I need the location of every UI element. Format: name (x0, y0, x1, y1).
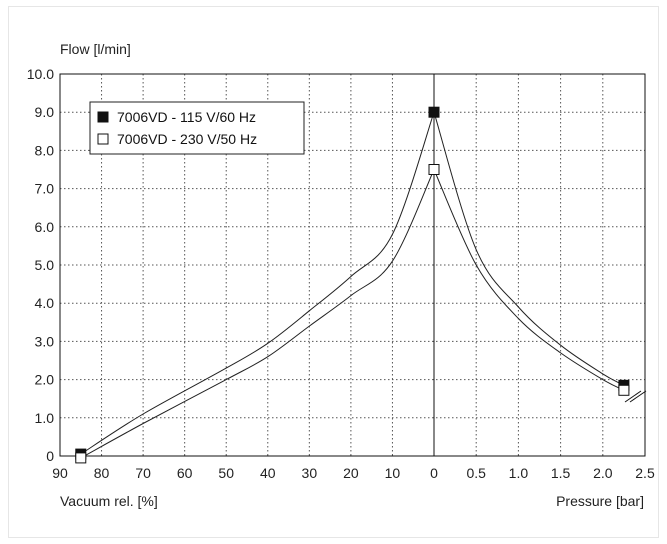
series-1-marker (75, 452, 87, 464)
x-tick-label-pressure: 2.5 (635, 465, 655, 481)
legend-entry-115v: 7006VD - 115 V/60 Hz (117, 109, 256, 125)
series-1-vacuum-line (80, 169, 435, 459)
x-tick-label-vacuum: 40 (260, 465, 276, 481)
curves (80, 112, 625, 459)
y-tick-label: 0 (46, 448, 54, 464)
legend-marker-filled-square (97, 111, 109, 123)
x-tick-label-vacuum: 90 (52, 465, 68, 481)
x-tick-label-vacuum: 80 (94, 465, 110, 481)
x-tick-label-vacuum: 10 (385, 465, 401, 481)
x-tick-label-vacuum: 0 (430, 465, 438, 481)
legend: 7006VD - 115 V/60 Hz 7006VD - 230 V/50 H… (89, 101, 305, 155)
y-axis-label: Flow [l/min] (60, 41, 131, 57)
y-tick-label: 1.0 (35, 410, 55, 426)
series-1-marker (618, 384, 630, 396)
plot-area-border (59, 73, 646, 457)
series-0-pressure-line (433, 112, 625, 386)
x-tick-label-vacuum: 50 (218, 465, 234, 481)
x-tick-label-pressure: 1.0 (509, 465, 529, 481)
axes (59, 73, 646, 457)
y-tick-label: 8.0 (35, 142, 55, 158)
y-tick-label: 3.0 (35, 333, 55, 349)
legend-box (89, 101, 305, 155)
axis-break-mark (624, 390, 647, 403)
y-tick-label: 6.0 (35, 219, 55, 235)
y-tick-label: 4.0 (35, 295, 55, 311)
x-tick-label-vacuum: 20 (343, 465, 359, 481)
series-0-marker (428, 106, 440, 118)
x-axis-label-vacuum: Vacuum rel. [%] (60, 493, 158, 509)
chart-frame (8, 6, 659, 538)
x-tick-label-vacuum: 60 (177, 465, 193, 481)
legend-entry-230v: 7006VD - 230 V/50 Hz (117, 131, 257, 147)
x-tick-label-pressure: 1.5 (551, 465, 571, 481)
y-tick-label: 5.0 (35, 257, 55, 273)
legend-marker-open-square (97, 133, 109, 145)
x-tick-label-pressure: 2.0 (593, 465, 613, 481)
y-tick-label: 7.0 (35, 181, 55, 197)
series-1-marker (428, 164, 440, 175)
x-tick-label-vacuum: 70 (135, 465, 151, 481)
series-0-vacuum-line (80, 112, 435, 455)
y-tick-label: 2.0 (35, 372, 55, 388)
x-tick-label-vacuum: 30 (302, 465, 318, 481)
y-tick-label: 9.0 (35, 104, 55, 120)
markers (75, 106, 630, 464)
series-1-pressure-line (433, 169, 625, 391)
x-axis-label-pressure: Pressure [bar] (556, 493, 644, 509)
x-tick-label-pressure: 0.5 (466, 465, 486, 481)
y-tick-label: 10.0 (27, 66, 54, 82)
